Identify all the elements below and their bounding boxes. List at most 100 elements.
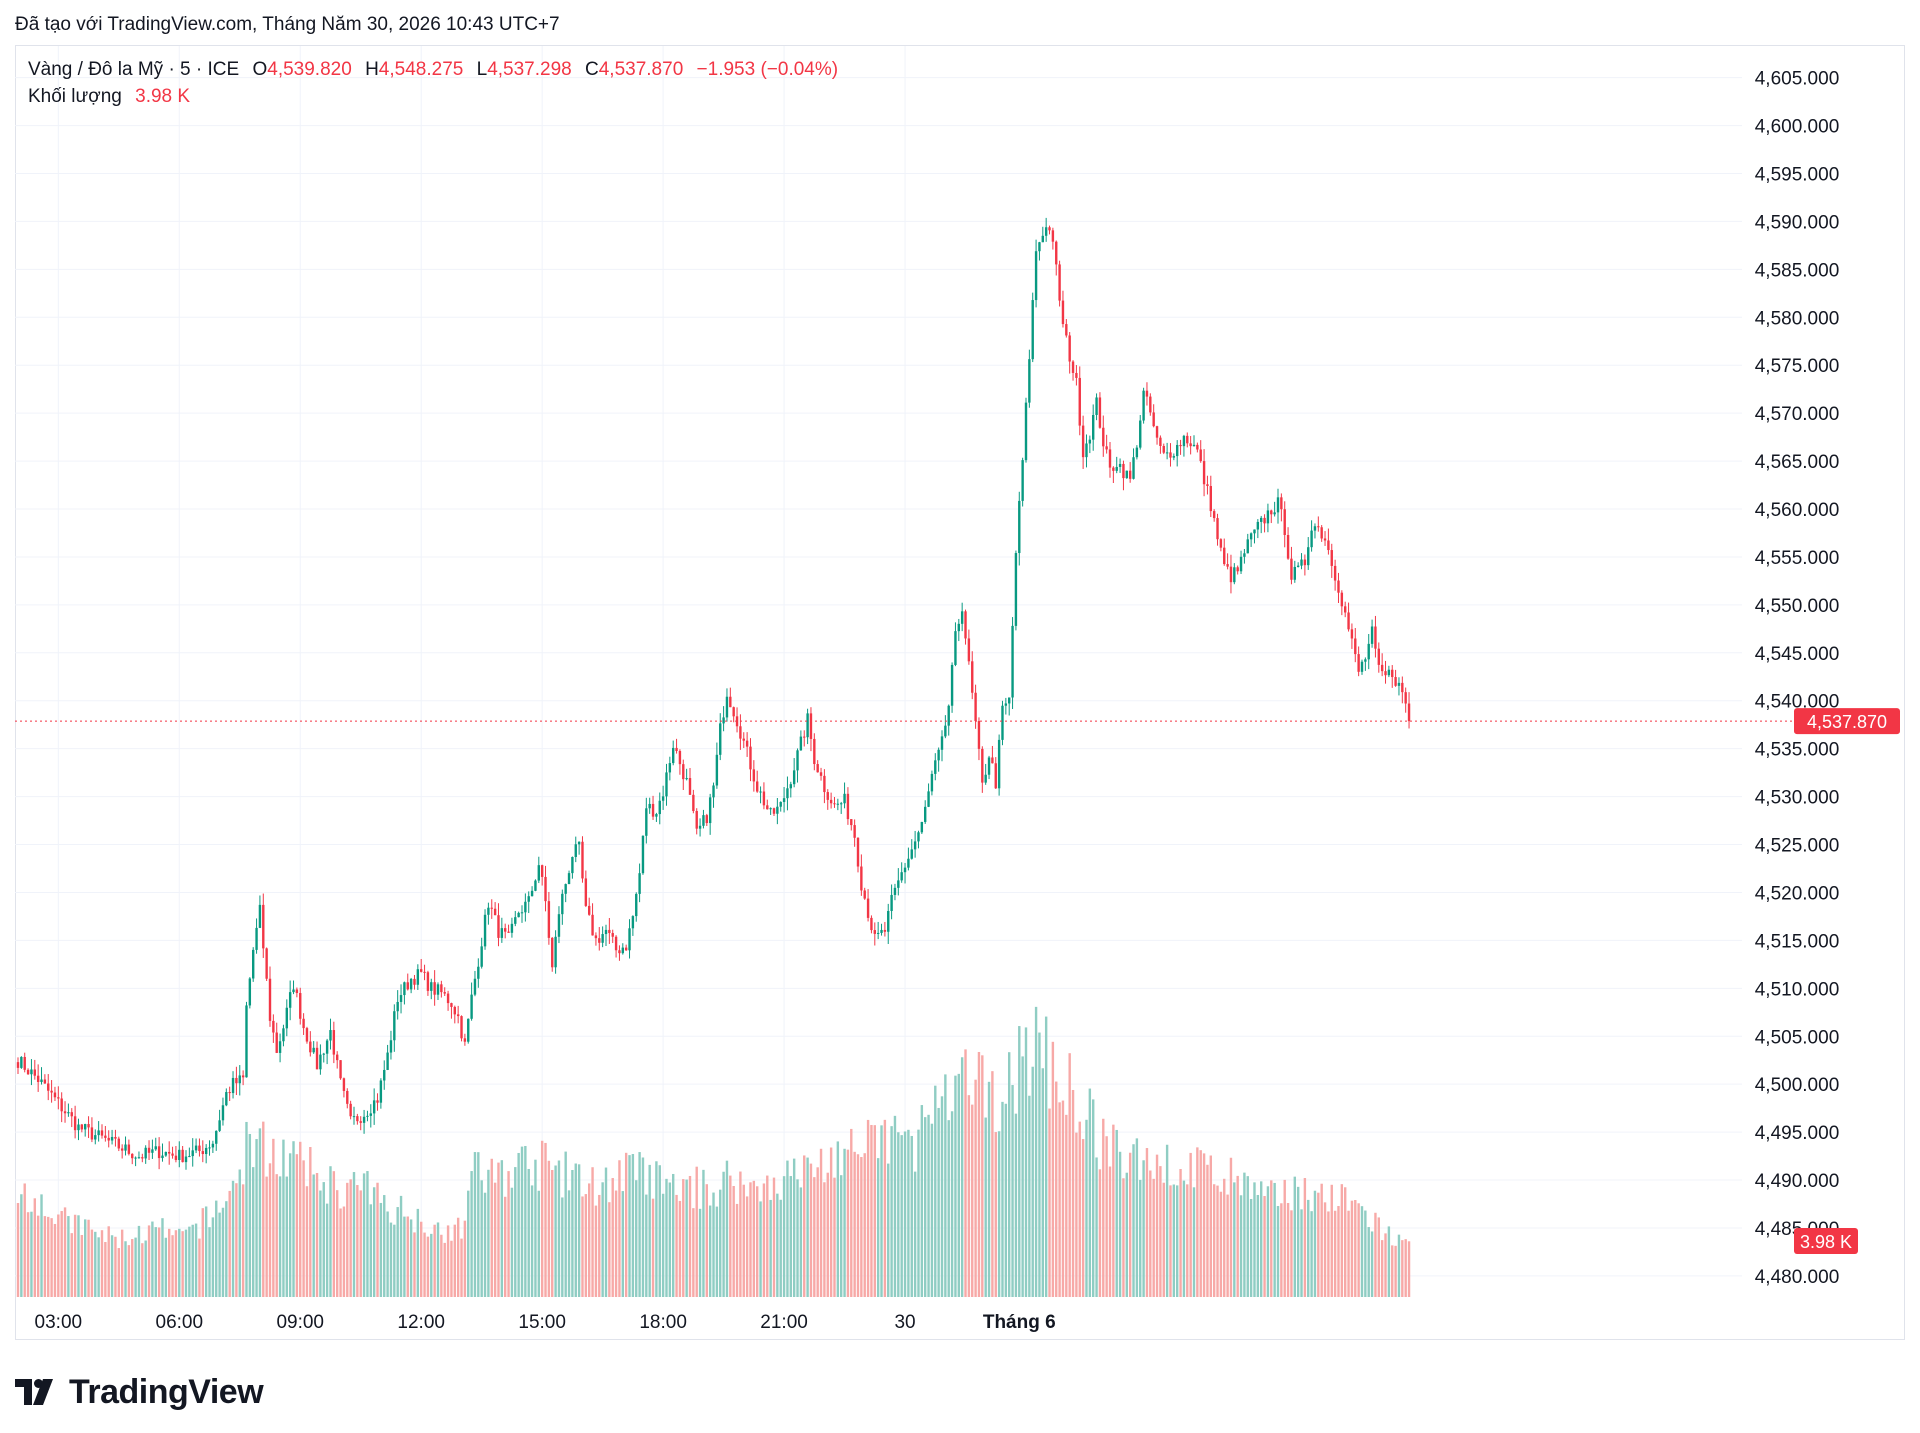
candle-body[interactable] <box>823 775 826 793</box>
candle-body[interactable] <box>1370 626 1374 644</box>
candle-body[interactable] <box>120 1148 124 1151</box>
candle-body[interactable] <box>147 1147 151 1153</box>
candle-body[interactable] <box>376 1100 379 1103</box>
candle-body[interactable] <box>756 781 759 792</box>
candle-body[interactable] <box>265 948 268 979</box>
candle-body[interactable] <box>577 841 581 845</box>
candle-body[interactable] <box>302 1018 305 1029</box>
candle-body[interactable] <box>184 1156 188 1163</box>
candle-body[interactable] <box>544 876 547 902</box>
candle-body[interactable] <box>332 1030 336 1055</box>
candle-body[interactable] <box>1256 521 1260 530</box>
candle-body[interactable] <box>1323 538 1327 541</box>
candle-body[interactable] <box>80 1124 84 1130</box>
candle-body[interactable] <box>957 623 960 632</box>
candle-body[interactable] <box>567 873 571 885</box>
candle-body[interactable] <box>1155 426 1159 438</box>
candle-body[interactable] <box>1387 669 1391 676</box>
candle-body[interactable] <box>1404 692 1407 704</box>
candle-body[interactable] <box>1317 526 1320 528</box>
candle-body[interactable] <box>1018 500 1021 554</box>
candle-body[interactable] <box>1189 443 1192 447</box>
candle-body[interactable] <box>517 912 520 918</box>
candle-body[interactable] <box>151 1149 154 1153</box>
candle-body[interactable] <box>809 713 813 739</box>
candle-body[interactable] <box>1354 638 1357 655</box>
candle-body[interactable] <box>1055 241 1058 265</box>
candle-body[interactable] <box>1296 565 1300 567</box>
candle-body[interactable] <box>463 1038 467 1042</box>
candle-body[interactable] <box>715 754 719 786</box>
candle-body[interactable] <box>1327 540 1330 551</box>
candle-body[interactable] <box>759 791 762 793</box>
candle-body[interactable] <box>1186 435 1189 444</box>
candle-body[interactable] <box>722 717 725 724</box>
candle-body[interactable] <box>191 1150 194 1157</box>
candle-body[interactable] <box>157 1146 161 1159</box>
candle-body[interactable] <box>682 764 685 780</box>
candle-body[interactable] <box>1391 669 1394 678</box>
symbol-title[interactable]: Vàng / Đô la Mỹ · 5 · ICE <box>28 59 240 80</box>
candle-body[interactable] <box>846 793 850 820</box>
candle-body[interactable] <box>248 978 252 1006</box>
candle-body[interactable] <box>1300 559 1303 566</box>
candle-body[interactable] <box>527 896 530 902</box>
candle-body[interactable] <box>1273 512 1276 515</box>
candle-body[interactable] <box>1263 517 1266 524</box>
candle-body[interactable] <box>779 801 782 807</box>
candle-body[interactable] <box>628 928 631 951</box>
candle-body[interactable] <box>20 1056 23 1068</box>
candle-body[interactable] <box>897 880 900 888</box>
candle-body[interactable] <box>393 1011 396 1041</box>
candle-body[interactable] <box>1243 553 1246 557</box>
candle-body[interactable] <box>342 1078 346 1091</box>
candle-body[interactable] <box>954 631 957 665</box>
candle-body[interactable] <box>1249 533 1253 540</box>
candle-body[interactable] <box>1226 564 1229 567</box>
candle-body[interactable] <box>221 1105 225 1121</box>
candle-body[interactable] <box>26 1069 30 1075</box>
candle-body[interactable] <box>1001 705 1004 740</box>
candle-body[interactable] <box>60 1098 63 1112</box>
candle-body[interactable] <box>934 760 937 774</box>
candle-body[interactable] <box>366 1115 369 1117</box>
candle-body[interactable] <box>369 1113 372 1116</box>
candle-body[interactable] <box>211 1143 215 1148</box>
candle-body[interactable] <box>1350 629 1354 639</box>
candle-body[interactable] <box>624 947 628 951</box>
candle-body[interactable] <box>661 796 665 801</box>
candle-body[interactable] <box>1145 390 1149 397</box>
candle-body[interactable] <box>554 936 557 968</box>
candle-body[interactable] <box>1313 526 1317 531</box>
candle-body[interactable] <box>1266 510 1270 524</box>
candle-body[interactable] <box>107 1137 110 1141</box>
candle-body[interactable] <box>648 803 651 809</box>
candle-body[interactable] <box>319 1054 322 1070</box>
candle-body[interactable] <box>164 1151 168 1156</box>
candle-body[interactable] <box>863 890 866 899</box>
candle-body[interactable] <box>655 814 658 817</box>
candle-body[interactable] <box>100 1130 104 1136</box>
candle-body[interactable] <box>917 832 920 842</box>
candle-body[interactable] <box>708 797 712 824</box>
candle-body[interactable] <box>819 772 823 776</box>
candle-body[interactable] <box>426 972 430 991</box>
candle-body[interactable] <box>776 806 779 814</box>
candle-body[interactable] <box>433 982 436 995</box>
candle-body[interactable] <box>379 1080 383 1103</box>
candle-body[interactable] <box>73 1116 77 1131</box>
candle-body[interactable] <box>1176 444 1179 457</box>
tradingview-brand[interactable]: TradingView <box>15 1372 264 1412</box>
candle-body[interactable] <box>806 713 809 738</box>
candle-body[interactable] <box>1112 467 1115 471</box>
candle-body[interactable] <box>1347 612 1350 630</box>
candle-body[interactable] <box>843 793 846 804</box>
candle-body[interactable] <box>252 949 255 979</box>
candle-body[interactable] <box>890 894 893 911</box>
candle-body[interactable] <box>490 907 493 909</box>
candle-body[interactable] <box>312 1047 315 1053</box>
candle-body[interactable] <box>272 1020 275 1033</box>
candle-body[interactable] <box>719 723 722 755</box>
candle-body[interactable] <box>725 696 729 718</box>
candle-body[interactable] <box>1078 377 1081 426</box>
